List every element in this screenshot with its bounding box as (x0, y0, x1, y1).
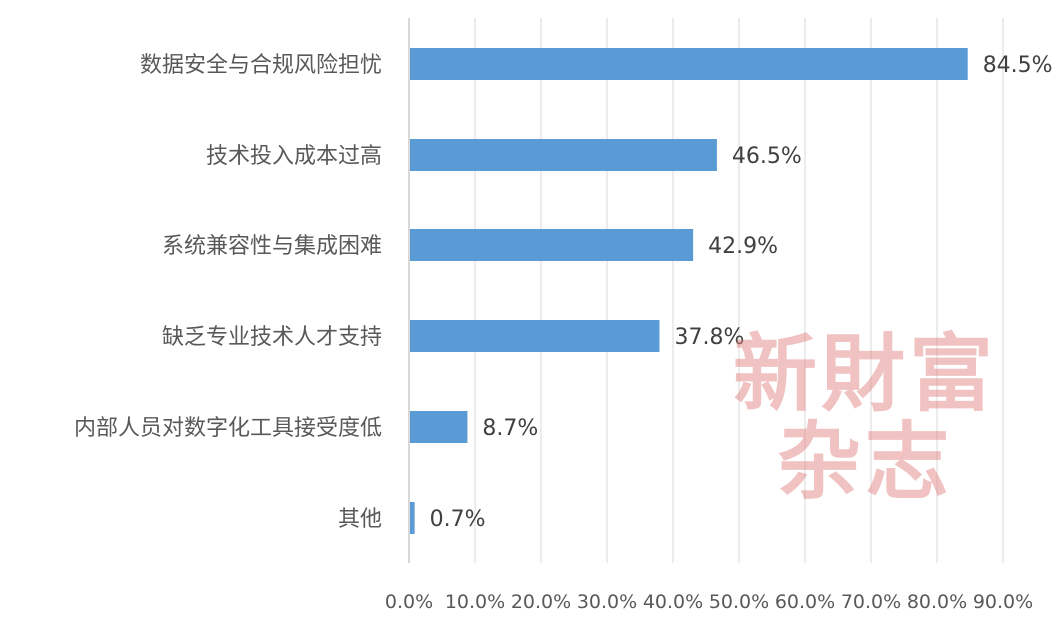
category-label: 技术投入成本过高 (206, 144, 382, 169)
bar (410, 411, 468, 443)
x-tick-label: 50.0% (709, 591, 769, 613)
category-label: 缺乏专业技术人才支持 (162, 325, 382, 350)
category-labels: 数据安全与合规风险担忧技术投入成本过高系统兼容性与集成困难缺乏专业技术人才支持内… (74, 53, 382, 532)
x-tick-label: 0.0% (385, 591, 433, 613)
x-tick-label: 90.0% (973, 591, 1033, 613)
x-tick-label: 80.0% (907, 591, 967, 613)
value-label: 84.5% (983, 53, 1053, 78)
x-tick-label: 70.0% (841, 591, 901, 613)
value-label: 8.7% (482, 416, 538, 441)
bar (410, 502, 415, 534)
category-label: 系统兼容性与集成困难 (162, 234, 382, 259)
category-label: 其他 (338, 507, 382, 532)
value-label: 0.7% (430, 507, 486, 532)
value-labels: 84.5% 46.5% 42.9% 37.8% 8.7% 0.7% (430, 53, 1053, 532)
value-label: 37.8% (674, 325, 744, 350)
x-axis-tick-labels: 0.0% 10.0% 20.0% 30.0% 40.0% 50.0% 60.0% 70.0% 8… (385, 591, 1033, 613)
category-label: 数据安全与合规风险担忧 (140, 53, 382, 78)
bar (410, 139, 717, 171)
bar (410, 320, 660, 352)
bar (410, 48, 968, 80)
bars (410, 48, 968, 534)
value-label: 46.5% (732, 144, 802, 169)
x-tick-label: 30.0% (577, 591, 637, 613)
x-tick-label: 40.0% (643, 591, 703, 613)
value-label: 42.9% (708, 234, 778, 259)
x-tick-label: 60.0% (775, 591, 835, 613)
x-tick-label: 20.0% (511, 591, 571, 613)
gridlines (408, 18, 1004, 563)
x-tick-label: 10.0% (445, 591, 505, 613)
bar (410, 229, 694, 261)
category-label: 内部人员对数字化工具接受度低 (74, 416, 382, 441)
